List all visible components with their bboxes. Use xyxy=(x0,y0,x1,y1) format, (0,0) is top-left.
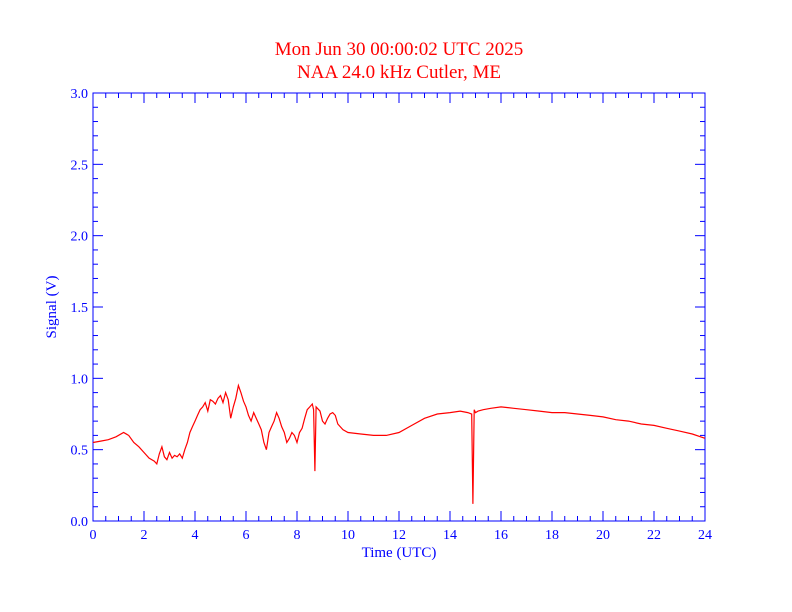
x-tick-label: 18 xyxy=(545,528,559,543)
x-tick-label: 12 xyxy=(392,528,406,543)
y-axis-label: Signal (V) xyxy=(44,276,60,339)
chart-subtitle: NAA 24.0 kHz Cutler, ME xyxy=(297,62,501,83)
x-tick-label: 22 xyxy=(647,528,661,543)
x-tick-label: 16 xyxy=(494,528,508,543)
y-tick-label: 0.0 xyxy=(71,515,89,530)
y-tick-label: 1.5 xyxy=(71,301,89,316)
series-line xyxy=(92,383,706,504)
x-tick-label: 10 xyxy=(341,528,355,543)
plot-frame xyxy=(92,92,706,522)
x-axis-label: Time (UTC) xyxy=(362,545,437,561)
y-tick-label: 2.0 xyxy=(71,230,89,245)
x-tick-label: 4 xyxy=(192,528,199,543)
x-tick-label: 14 xyxy=(443,528,457,543)
x-tick-label: 2 xyxy=(141,528,148,543)
axis-tick-labels: 0 2 4 6 8 10 12 14 16 18 20 22 240.00.51.01.52.02.53… xyxy=(71,87,713,543)
x-tick-label: 20 xyxy=(596,528,610,543)
x-tick-label: 0 xyxy=(90,528,97,543)
y-tick-label: 3.0 xyxy=(71,87,89,102)
y-tick-label: 1.0 xyxy=(71,372,89,387)
chart-title: Mon Jun 30 00:00:02 UTC 2025 xyxy=(275,39,524,60)
x-tick-label: 24 xyxy=(698,528,712,543)
x-tick-label: 8 xyxy=(294,528,301,543)
y-tick-label: 0.5 xyxy=(71,444,89,459)
y-tick-label: 2.5 xyxy=(71,158,89,173)
axis-ticks xyxy=(92,92,706,522)
x-tick-label: 6 xyxy=(243,528,250,543)
